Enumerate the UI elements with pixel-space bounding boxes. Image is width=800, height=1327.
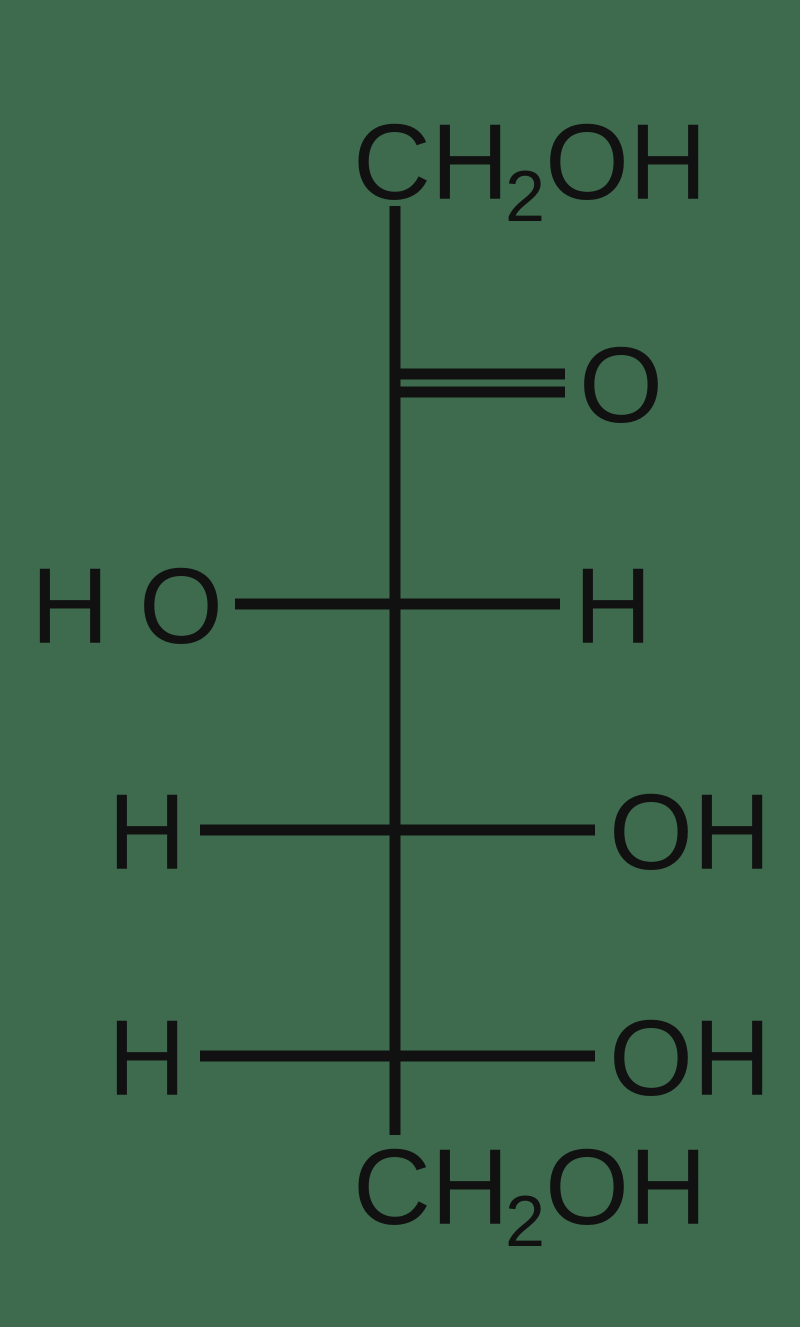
c3-left-label: H O [31,545,223,666]
c4-right-label: O H [609,771,771,892]
c5-left-label: H [108,997,186,1118]
c2-oxygen-label: O [579,324,663,445]
c6-label: C H 2 O H [353,1126,707,1269]
c3-right-label: H [574,545,652,666]
c5-right-label: O H [609,997,771,1118]
c1-label: C H 2 O H [353,101,707,244]
c4-left-label: H [108,771,186,892]
fischer-projection-diagram: C H 2 O H O H O H H O H H O H C H 2 O H [0,0,800,1327]
